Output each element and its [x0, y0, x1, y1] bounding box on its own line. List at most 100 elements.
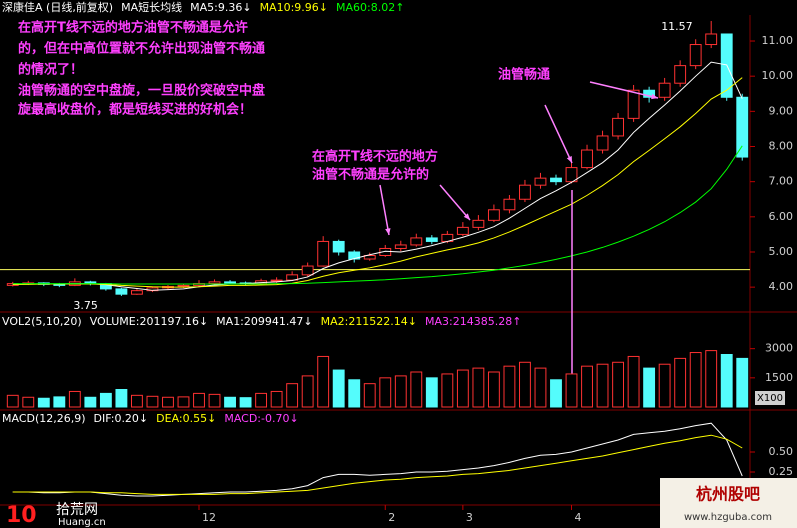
candle-body [627, 89, 640, 119]
legend-entry: MA1:209941.47↓ [216, 315, 312, 328]
volume-bar [519, 361, 531, 408]
volume-bar [425, 377, 438, 408]
candle-body [534, 177, 547, 186]
volume-bar [363, 383, 376, 408]
logo-url: Huang.cn [58, 517, 106, 528]
volume-bar [394, 375, 407, 408]
arrow-head [385, 228, 391, 235]
logo-name: 杭州股吧 [696, 485, 760, 504]
y-tick-label: 10.00 [762, 69, 794, 82]
legend-entry: MA2:211522.14↓ [321, 315, 417, 328]
candle-body [550, 177, 562, 183]
volume-bar [53, 396, 66, 408]
candle-body [317, 240, 330, 267]
high-label: 11.57 [661, 20, 693, 33]
volume-bar [208, 393, 221, 408]
volume-bar [301, 375, 314, 408]
volume-bar [146, 395, 159, 408]
volume-bar [22, 396, 35, 408]
candle-body [674, 65, 687, 84]
legend-entry: MA10:9.96↓ [260, 1, 328, 14]
logo-name: 拾荒网 [56, 502, 98, 518]
volume-bar [130, 394, 143, 408]
annotation: 在高开T线不远的地方油管不畅通是允许 [18, 20, 248, 36]
volume-bar [379, 377, 392, 408]
legend-entry: DIF:0.20↓ [94, 412, 149, 425]
annotation: 的情况了！ [18, 62, 83, 78]
candle-body [612, 117, 625, 137]
y-tick-label: 8.00 [769, 140, 794, 153]
frame [0, 15, 797, 506]
volume-bar [550, 379, 562, 408]
legend-entry: VOL2(5,10,20) [2, 315, 82, 328]
y-tick-label: 0.25 [769, 465, 794, 478]
candle-body [270, 279, 283, 282]
arrow-head [566, 156, 572, 163]
volume-bar [193, 392, 205, 408]
candle-body [472, 219, 485, 228]
candle-body [456, 226, 469, 235]
arrow [379, 184, 390, 236]
volume-bar [115, 389, 128, 408]
volume-bar [720, 354, 733, 408]
volume-bar [68, 390, 81, 408]
candle-body [301, 265, 314, 276]
y-tick-label: 9.00 [769, 104, 794, 117]
legend-entry: MA5:9.36↓ [190, 1, 251, 14]
annotation: 油管畅通的空中盘旋，一旦股价突破空中盘 [18, 83, 265, 99]
annotation: 旋最高收盘价，都是短线买进的好机会！ [17, 102, 252, 118]
arrow [589, 81, 659, 99]
arrow [544, 104, 573, 164]
logo-box [660, 478, 797, 528]
unit-bg [755, 391, 785, 405]
volume-bar [348, 379, 361, 408]
volume-bar [565, 373, 578, 408]
candle-body [410, 237, 423, 246]
x-tick-label: 2 [388, 511, 395, 524]
volume-bar [84, 396, 97, 408]
volume-bar [736, 357, 749, 408]
y-tick-label: 11.00 [762, 34, 794, 47]
volume-bar [286, 383, 299, 408]
annotation: 油管畅通 [498, 67, 550, 83]
candle-body [519, 184, 531, 200]
volume-bar [162, 396, 174, 408]
candle-body [705, 33, 718, 46]
annotation: 的，但在中高位置就不允许出现油管不畅通 [18, 41, 265, 57]
annotation: 在高开T线不远的地方 [312, 149, 438, 165]
volume-bar [177, 396, 190, 408]
candle-body [332, 240, 345, 253]
candle-body [425, 237, 438, 242]
volume-bar [239, 397, 252, 408]
ma-line [12, 61, 743, 291]
volume-bar [627, 355, 640, 408]
y-tick-label: 3000 [765, 342, 793, 355]
candle-body [487, 209, 500, 221]
candle-body [565, 167, 578, 183]
volume-bar [441, 373, 454, 408]
arrow-head [463, 213, 470, 220]
volume-bar [503, 365, 516, 408]
volume-bar [255, 392, 268, 408]
candle-body [596, 135, 609, 151]
arrow-head [651, 93, 658, 100]
candle-body [208, 281, 221, 285]
volume-bar [224, 396, 236, 408]
ma-line [12, 145, 743, 285]
arrow [439, 184, 471, 221]
candle-body [503, 198, 516, 211]
volume-bar [99, 392, 112, 408]
candle-body [689, 44, 702, 67]
legend-entry: MACD:-0.70↓ [224, 412, 298, 425]
candle-body [177, 284, 190, 287]
x-tick-label: 4 [575, 511, 582, 524]
volume-bar [410, 371, 423, 408]
candle-body [115, 288, 128, 295]
candle-body [53, 283, 66, 286]
legend-entry: MA短长均线 [121, 0, 182, 14]
candle-body [394, 244, 407, 249]
y-tick-label: 6.00 [769, 210, 794, 223]
annotation: 油管不畅通是允许的 [312, 167, 429, 183]
ma-line [12, 434, 743, 495]
